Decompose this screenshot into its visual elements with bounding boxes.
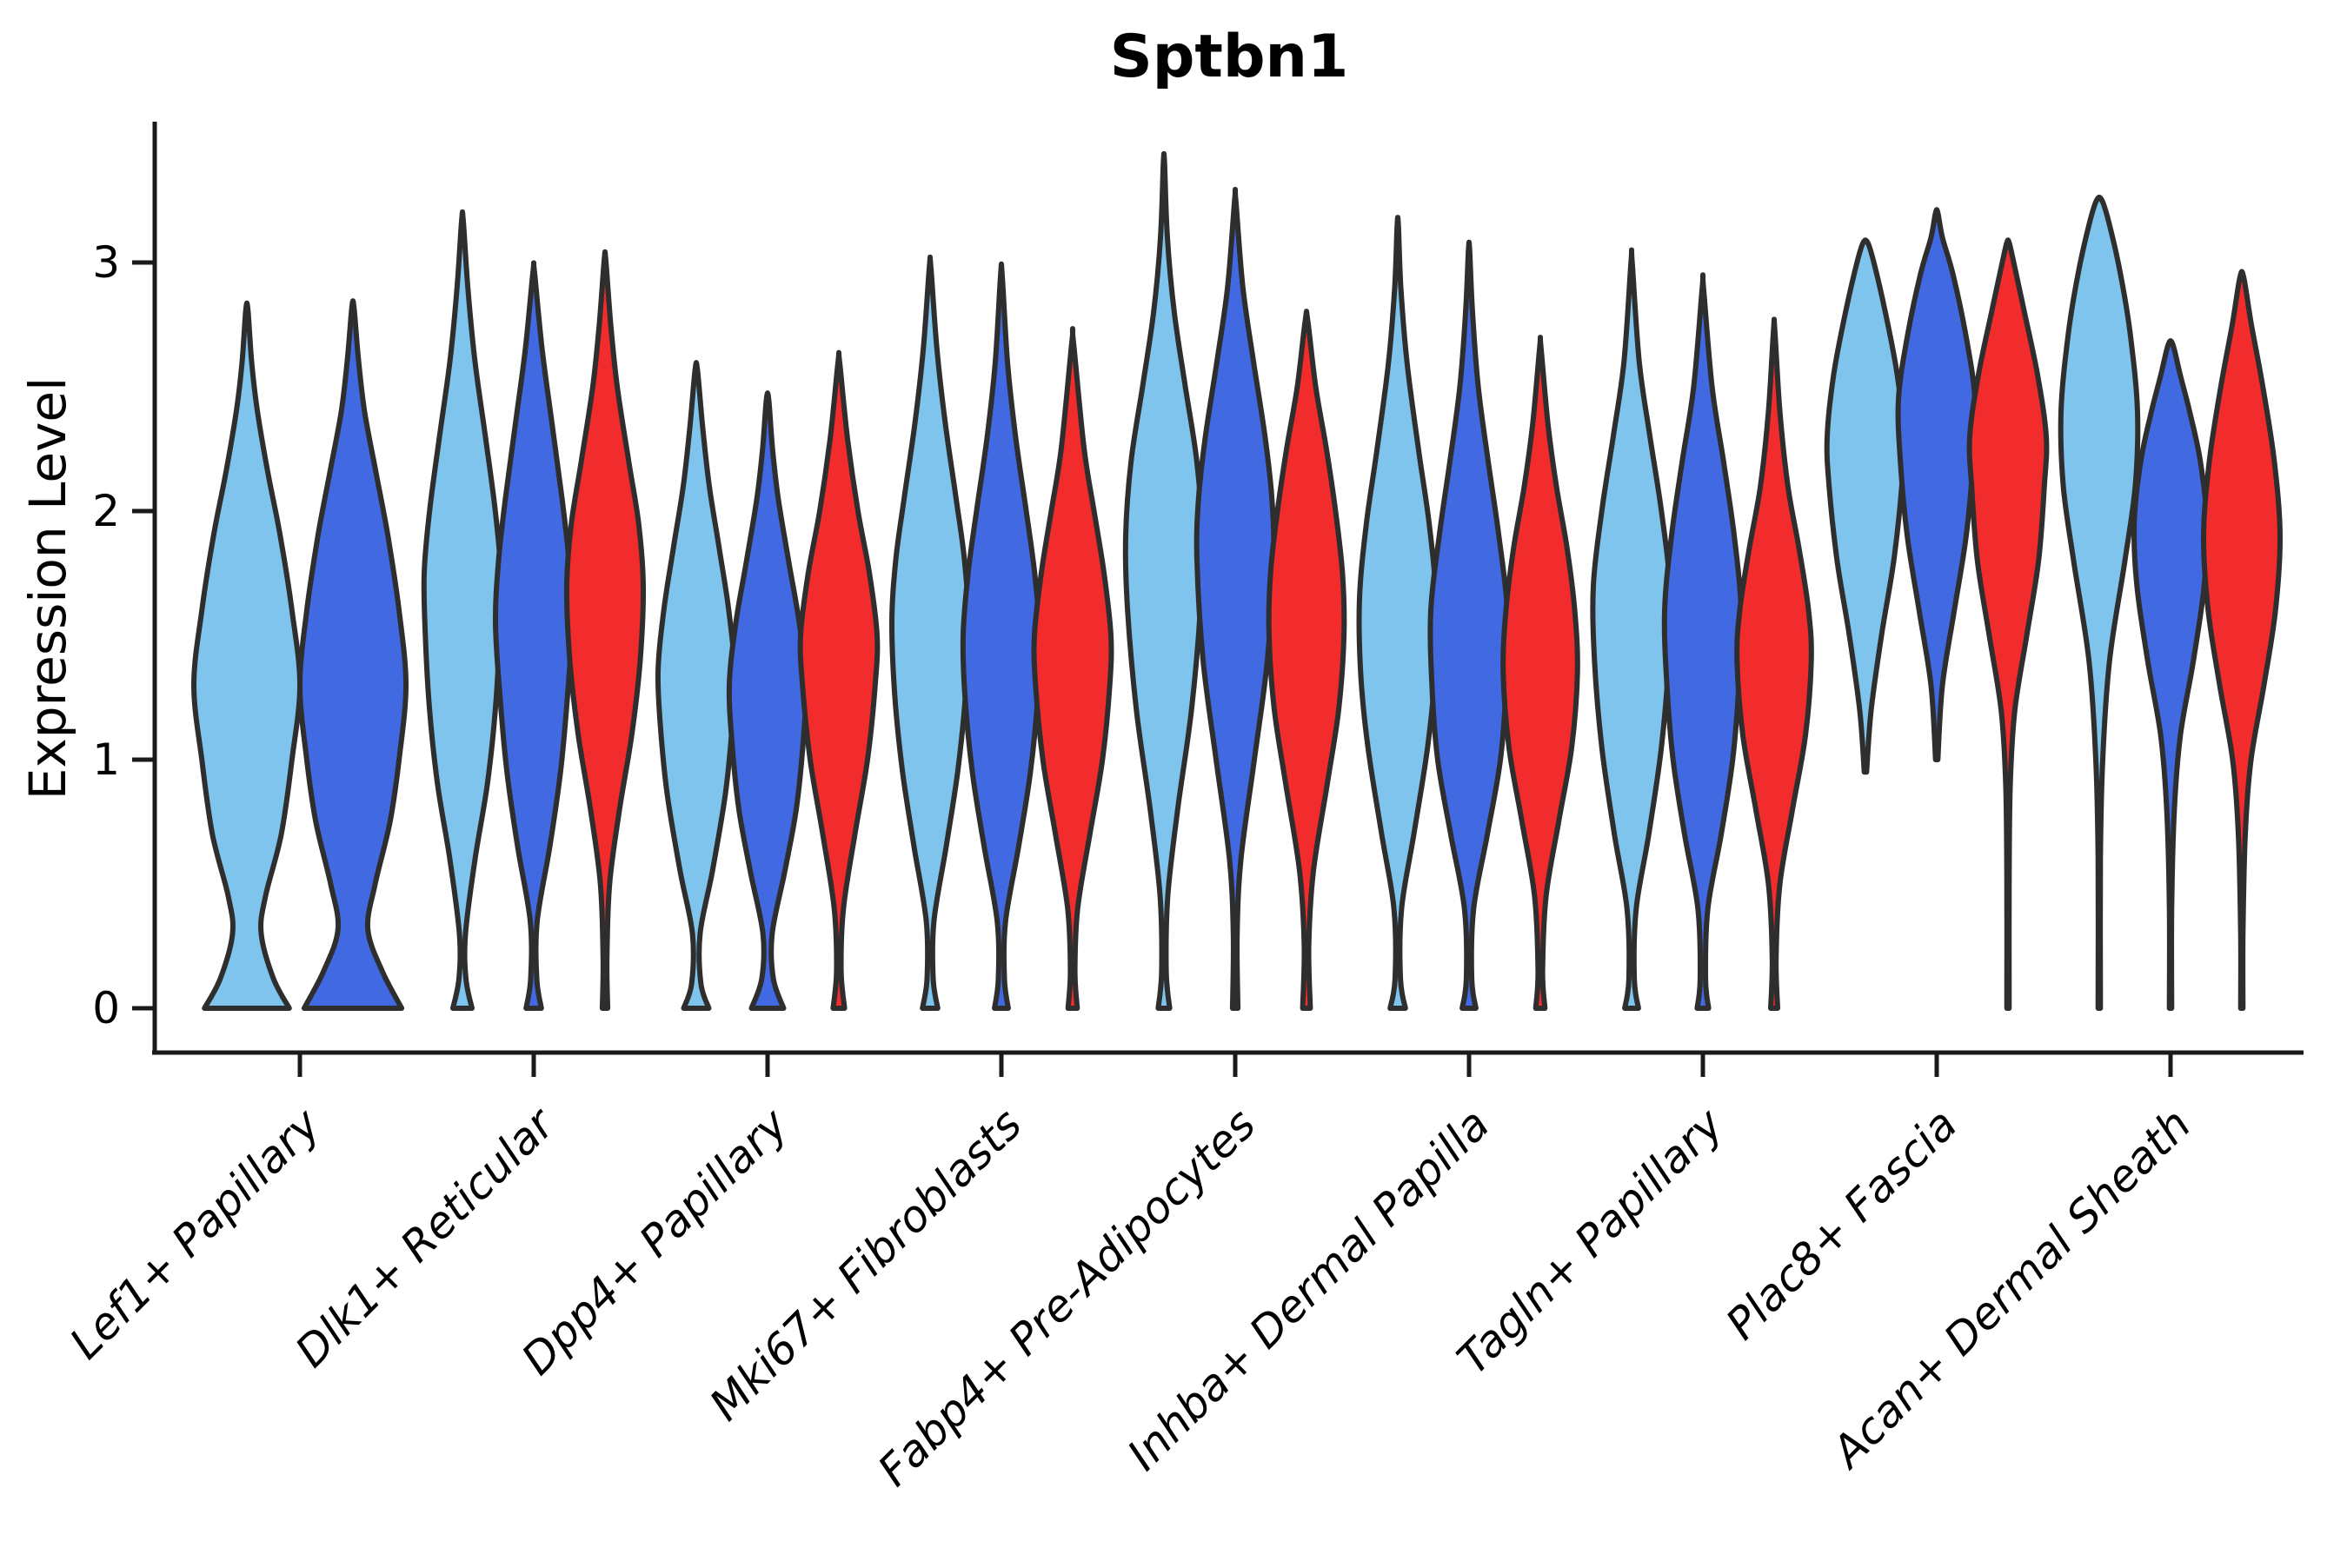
violin-6-c <box>1500 335 1580 1011</box>
violin-8-c <box>1966 237 2050 1011</box>
violin-3-b <box>726 390 809 1011</box>
violin-1-b <box>297 298 409 1011</box>
violin-3-c <box>797 349 881 1011</box>
y-axis-label: Expression Level <box>18 376 77 801</box>
violin-7-a <box>1590 247 1673 1011</box>
violin-2-a <box>421 209 504 1011</box>
y-tick-label: 0 <box>92 983 120 1033</box>
violin-5-a <box>1122 150 1206 1011</box>
violin-9-a <box>2058 195 2141 1011</box>
violin-6-a <box>1356 215 1439 1011</box>
violin-5-b <box>1193 186 1277 1011</box>
violin-2-c <box>563 249 647 1011</box>
y-tick-label: 1 <box>92 734 120 785</box>
x-tick-label: Fabp4+ Pre-Adipocytes <box>868 1099 1266 1496</box>
violin-1-a <box>191 300 303 1011</box>
chart-title: Sptbn1 <box>1109 23 1349 91</box>
violin-4-c <box>1031 326 1114 1011</box>
violin-7-c <box>1734 316 1814 1011</box>
violin-3-a <box>655 360 738 1011</box>
violin-9-b <box>2131 338 2210 1011</box>
violin-4-a <box>888 254 972 1011</box>
violin-5-c <box>1266 309 1347 1011</box>
violin-8-b <box>1895 207 1978 762</box>
violin-9-c <box>2200 269 2284 1011</box>
y-tick-label: 3 <box>92 237 120 288</box>
violin-6-b <box>1427 239 1511 1011</box>
violin-7-b <box>1661 272 1745 1011</box>
x-tick-label: Lef1+ Papillary <box>60 1098 330 1368</box>
y-tick-label: 2 <box>92 486 120 536</box>
x-tick-label: Dlk1+ Reticular <box>286 1097 566 1377</box>
violin-2-b <box>492 260 575 1011</box>
x-tick-label: Plac8+ Fascia <box>1717 1099 1967 1349</box>
violin-4-b <box>960 261 1043 1011</box>
violin-8-a <box>1824 237 1907 775</box>
